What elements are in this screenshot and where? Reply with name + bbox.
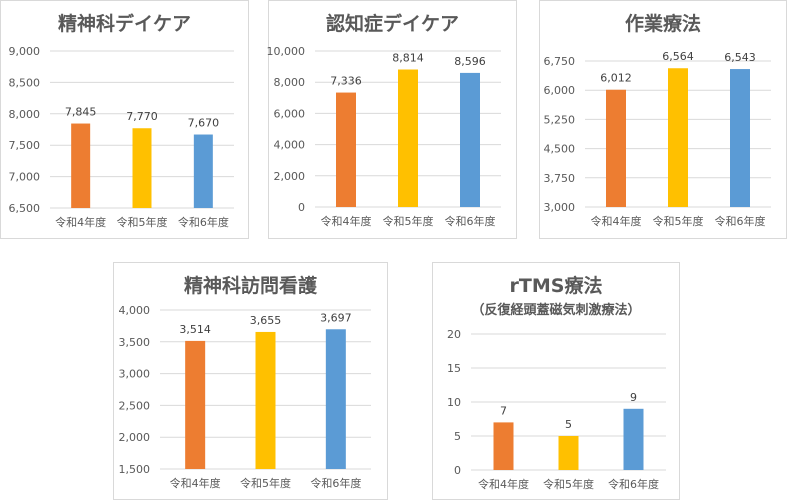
y-tick-label: 15 bbox=[447, 362, 461, 375]
chart-svg: 6,500 7,000 7,500 8,000 8,500 9,000 7,845 令和4年度… bbox=[9, 45, 234, 229]
y-tick-label: 8,000 bbox=[274, 76, 306, 89]
bar bbox=[606, 89, 626, 207]
x-tick-label: 令和5年度 bbox=[543, 477, 594, 491]
data-label: 8,596 bbox=[454, 55, 486, 68]
bar bbox=[193, 134, 213, 208]
y-tick-label: 7,500 bbox=[9, 139, 41, 152]
x-tick-label: 令和4年度 bbox=[170, 476, 221, 490]
y-tick-label: 7,000 bbox=[9, 171, 41, 184]
x-tick-label: 令和6年度 bbox=[608, 477, 659, 491]
x-tick-label: 令和6年度 bbox=[445, 214, 496, 228]
data-label: 3,655 bbox=[250, 314, 282, 327]
y-tick-label: 10 bbox=[447, 396, 461, 409]
x-tick-label: 令和5年度 bbox=[117, 215, 168, 229]
y-tick-label: 5 bbox=[454, 430, 461, 443]
data-label: 7,336 bbox=[330, 75, 362, 88]
y-tick-label: 2,000 bbox=[274, 170, 306, 183]
bar bbox=[325, 329, 346, 469]
data-label: 6,564 bbox=[662, 50, 694, 63]
bar bbox=[623, 408, 644, 470]
chart-svg: 0 5 10 15 20 7 令和4年度 5 令和5年度 9 令和6年度 bbox=[447, 328, 666, 491]
data-label: 7,770 bbox=[126, 110, 158, 123]
x-tick-label: 令和4年度 bbox=[478, 477, 529, 491]
y-tick-label: 20 bbox=[447, 328, 461, 341]
data-label: 3,697 bbox=[320, 311, 352, 324]
y-tick-label: 5,250 bbox=[544, 113, 576, 126]
data-label: 8,814 bbox=[392, 52, 424, 65]
y-tick-label: 8,500 bbox=[9, 76, 41, 89]
bar bbox=[255, 331, 276, 469]
chart-subtitle: （反復経頭蓋磁気刺激療法） bbox=[471, 303, 641, 318]
y-tick-label: 3,000 bbox=[544, 201, 576, 214]
y-tick-label: 2,500 bbox=[119, 399, 151, 412]
data-label: 6,012 bbox=[600, 72, 632, 85]
y-tick-label: 8,000 bbox=[9, 108, 41, 121]
x-tick-label: 令和4年度 bbox=[55, 215, 106, 229]
bar bbox=[668, 68, 688, 207]
x-tick-label: 令和6年度 bbox=[715, 214, 766, 228]
bar bbox=[185, 340, 206, 469]
chart-panel: 作業療法 3,000 3,750 4,500 5,250 6,000 6,750 6,012 令… bbox=[539, 0, 787, 239]
y-tick-label: 6,000 bbox=[274, 107, 306, 120]
bar bbox=[398, 69, 418, 207]
bar bbox=[71, 123, 91, 208]
y-tick-label: 4,000 bbox=[119, 304, 151, 317]
chart-panel: 精神科訪問看護 1,500 2,000 2,500 3,000 3,500 4,000 3,5… bbox=[113, 262, 388, 500]
bar bbox=[336, 92, 356, 207]
y-tick-label: 1,500 bbox=[119, 463, 151, 476]
y-tick-label: 4,000 bbox=[274, 139, 306, 152]
chart-title: rTMS療法 bbox=[509, 275, 603, 297]
y-tick-label: 3,750 bbox=[544, 172, 576, 185]
chart-svg: 1,500 2,000 2,500 3,000 3,500 4,000 3,514 令和4年度… bbox=[119, 304, 371, 490]
y-tick-label: 6,750 bbox=[544, 55, 576, 68]
y-tick-label: 3,500 bbox=[119, 336, 151, 349]
y-tick-label: 0 bbox=[298, 201, 305, 214]
y-tick-label: 9,000 bbox=[9, 45, 41, 58]
chart-title: 精神科訪問看護 bbox=[183, 275, 317, 297]
y-tick-label: 4,500 bbox=[544, 143, 576, 156]
x-tick-label: 令和5年度 bbox=[240, 476, 291, 490]
bar bbox=[132, 128, 152, 208]
x-tick-label: 令和5年度 bbox=[653, 214, 704, 228]
chart-title: 認知症デイケア bbox=[325, 13, 459, 35]
y-tick-label: 10,000 bbox=[267, 45, 306, 58]
chart-panel: 精神科デイケア 6,500 7,000 7,500 8,000 8,500 9,000 7,8… bbox=[0, 0, 249, 239]
chart-svg: 0 2,000 4,000 6,000 8,000 10,000 7,336 令和4年度 8,8… bbox=[267, 45, 501, 228]
bar bbox=[460, 72, 480, 207]
x-tick-label: 令和4年度 bbox=[591, 214, 642, 228]
y-tick-label: 6,500 bbox=[9, 202, 41, 215]
bar bbox=[730, 69, 750, 207]
data-label: 7,845 bbox=[65, 106, 97, 119]
x-tick-label: 令和5年度 bbox=[383, 214, 434, 228]
chart-panel: rTMS療法 （反復経頭蓋磁気刺激療法） 0 5 10 15 20 7 令和4年度 5 令和5年度 9… bbox=[432, 262, 680, 500]
x-tick-label: 令和6年度 bbox=[178, 215, 229, 229]
chart-svg: 3,000 3,750 4,500 5,250 6,000 6,750 6,012 令和4年度… bbox=[544, 50, 771, 228]
data-label: 5 bbox=[565, 418, 572, 431]
y-tick-label: 6,000 bbox=[544, 84, 576, 97]
data-label: 7,670 bbox=[188, 117, 220, 130]
y-tick-label: 0 bbox=[454, 464, 461, 477]
x-tick-label: 令和6年度 bbox=[310, 476, 361, 490]
data-label: 7 bbox=[500, 404, 507, 417]
chart-title: 作業療法 bbox=[624, 13, 701, 35]
y-tick-label: 3,000 bbox=[119, 368, 151, 381]
y-tick-label: 2,000 bbox=[119, 431, 151, 444]
data-label: 9 bbox=[630, 391, 637, 404]
bar bbox=[493, 422, 514, 470]
data-label: 3,514 bbox=[179, 323, 211, 336]
bar bbox=[558, 436, 579, 470]
chart-panel: 認知症デイケア 0 2,000 4,000 6,000 8,000 10,000 7,336 令… bbox=[267, 0, 517, 239]
x-tick-label: 令和4年度 bbox=[321, 214, 372, 228]
data-label: 6,543 bbox=[724, 51, 756, 64]
chart-title: 精神科デイケア bbox=[57, 13, 191, 35]
